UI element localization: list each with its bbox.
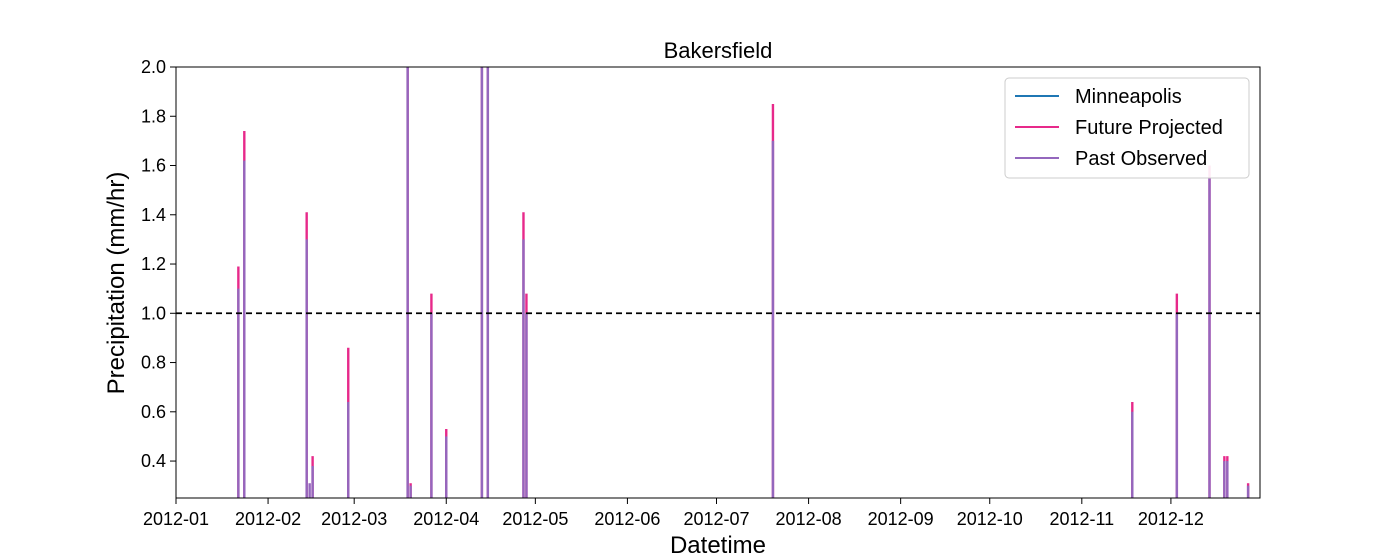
legend: Minneapolis Future Projected Past Observed [1004,77,1250,179]
y-tick-label-6: 1.6 [141,156,166,176]
x-tick-label-6: 2012-07 [683,509,749,529]
x-tick-label-3: 2012-04 [413,509,479,529]
x-tick-label-9: 2012-10 [957,509,1023,529]
x-tick-label-2: 2012-03 [321,509,387,529]
legend-label-2: Past Observed [1075,148,1207,170]
y-axis: 0.4 0.6 0.8 1.0 1.2 1.4 1.6 1.8 2.0 [141,57,176,471]
plot-frame [175,66,1261,499]
x-tick-label-0: 2012-01 [143,509,209,529]
y-tick-label-4: 1.2 [141,254,166,274]
x-axis: 2012-01 2012-02 2012-03 2012-04 2012-05 2012-… [143,498,1204,529]
legend-label-0: Minneapolis [1075,86,1182,108]
chart-title: Bakersfield [664,38,773,63]
legend-box [1004,77,1250,179]
y-tick-label-0: 0.4 [141,451,166,471]
x-tick-label-1: 2012-02 [235,509,301,529]
x-tick-label-4: 2012-05 [502,509,568,529]
x-tick-label-11: 2012-12 [1138,509,1204,529]
plot-area [176,67,1260,498]
y-axis-title: Precipitation (mm/hr) [103,172,130,395]
y-tick-label-1: 0.6 [141,402,166,422]
x-tick-label-8: 2012-09 [868,509,934,529]
legend-label-1: Future Projected [1075,117,1223,139]
y-tick-label-3: 1.0 [141,303,166,323]
y-tick-label-8: 2.0 [141,57,166,77]
y-tick-label-5: 1.4 [141,205,166,225]
x-axis-title: Datetime [670,532,766,559]
x-tick-label-5: 2012-06 [594,509,660,529]
x-tick-label-10: 2012-11 [1049,509,1114,529]
y-tick-label-7: 1.8 [141,106,166,126]
y-tick-label-2: 0.8 [141,353,166,373]
x-tick-label-7: 2012-08 [776,509,842,529]
